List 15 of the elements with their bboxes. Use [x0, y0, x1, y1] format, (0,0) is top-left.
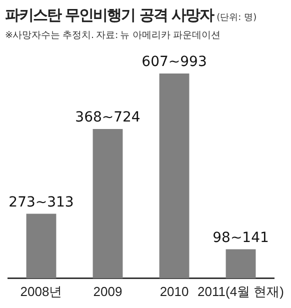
data-label: 607~993: [142, 54, 207, 70]
bar: [226, 249, 256, 278]
x-tick-label: 2009: [93, 284, 122, 299]
data-label: 368~724: [75, 110, 140, 126]
chart-subtitle: ※사망자수는 추정치. 자료: 뉴 아메리카 파운데이션: [5, 29, 222, 42]
bar: [159, 73, 190, 278]
text: (단위: 명): [216, 13, 257, 23]
x-tick-label: 2010: [160, 284, 189, 299]
x-tick-label: 2008년: [20, 284, 62, 299]
data-label: 98~141: [212, 230, 269, 246]
bar: [92, 128, 123, 278]
x-tick-label: 2011(4월 현재): [198, 284, 284, 299]
data-label: 273~313: [8, 194, 74, 210]
chart-title: 파키스탄 무인비행기 공격 사망자: [5, 6, 214, 24]
bar: [26, 214, 56, 278]
